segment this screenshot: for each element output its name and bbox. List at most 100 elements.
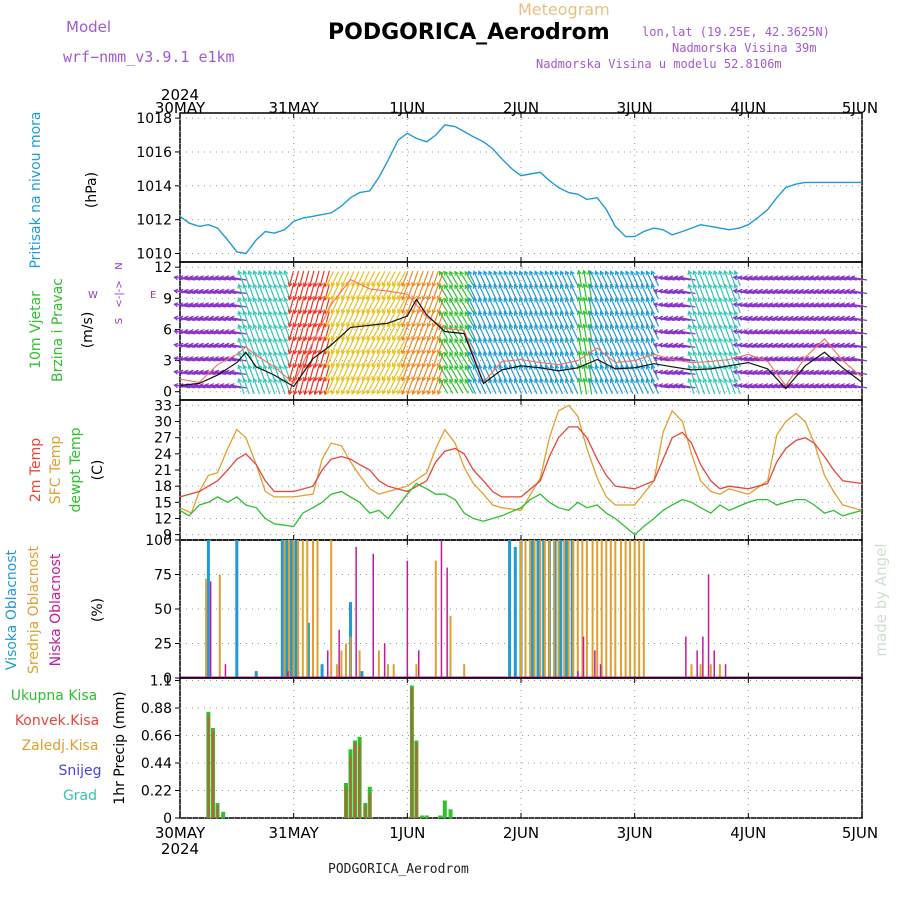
- wind-arrow: [718, 297, 726, 314]
- wind-arrow-head: [518, 351, 524, 357]
- wind-arrow: [248, 365, 255, 381]
- wind-arrow: [238, 297, 245, 314]
- wind-arrow-head: [335, 308, 341, 314]
- wind-arrow-head: [713, 323, 718, 330]
- wind-arrow: [640, 338, 649, 354]
- wind-arrow: [468, 352, 477, 368]
- wind-arrow-head: [625, 324, 630, 330]
- wind-arrow: [346, 284, 355, 300]
- wind-arrow-head: [392, 335, 397, 341]
- wind-arrow-head: [673, 275, 679, 281]
- wind-arrow: [483, 325, 492, 341]
- wind-arrow: [724, 284, 731, 300]
- wind-arrow: [243, 324, 250, 341]
- wind-arrow-head: [313, 282, 319, 288]
- wind-arrow-head: [203, 383, 210, 389]
- wind-arrow: [708, 378, 716, 395]
- wind-arrow: [432, 324, 440, 341]
- wind-arrow-head: [503, 270, 509, 276]
- wind-arrow: [630, 325, 639, 341]
- wind-arrow: [729, 378, 736, 395]
- wind-arrow: [693, 270, 700, 287]
- wind-arrow: [449, 311, 459, 327]
- wind-arrow: [544, 379, 553, 395]
- cloud-bar-high: [320, 664, 324, 678]
- wind-arrow-head: [559, 337, 565, 343]
- wind-arrow: [284, 297, 291, 314]
- wind-arrow-head: [242, 310, 248, 316]
- wind-arrow: [406, 338, 414, 354]
- wind-arrow-head: [459, 365, 464, 371]
- wind-arrow-block-1: [237, 269, 291, 395]
- wind-arrow-head: [798, 356, 805, 362]
- wind-arrow: [498, 271, 507, 287]
- wind-arrow-head: [411, 376, 417, 382]
- wind-arrow: [288, 324, 295, 341]
- wind-arrow-head: [594, 310, 600, 316]
- wind-arrow-head: [325, 349, 331, 355]
- wind-arrow: [381, 271, 391, 286]
- wind-arrow-block-11: [687, 269, 741, 395]
- wind-arrow: [279, 270, 286, 287]
- wind-arrow: [319, 378, 325, 395]
- wind-arrow-head: [478, 324, 483, 330]
- wind-arrow-block-2: [287, 270, 330, 396]
- wind-arrow-head: [692, 350, 698, 357]
- wind-arrow: [718, 270, 726, 287]
- wind-arrow-head: [268, 269, 273, 276]
- wind-arrow: [258, 324, 266, 341]
- wind-arrow-head: [645, 310, 651, 316]
- wind-arrow-head: [778, 369, 784, 375]
- wind-arrow: [268, 378, 276, 395]
- wind-arrow: [341, 284, 350, 300]
- panel-2-ytick-label: 3: [163, 354, 172, 370]
- wind-arrow: [314, 297, 320, 314]
- wind-arrow-head: [620, 297, 625, 303]
- wind-arrow-head: [421, 335, 427, 342]
- cloud-bar-mid: [335, 664, 338, 678]
- wind-arrow: [225, 344, 242, 348]
- wind-arrow: [498, 352, 507, 368]
- wind-arrow: [724, 270, 731, 287]
- wind-arrow-head: [229, 329, 235, 335]
- wind-arrow-head: [758, 288, 764, 294]
- wind-arrow-head: [303, 282, 308, 288]
- wind-arrow-head: [283, 337, 289, 343]
- wind-arrow: [589, 284, 598, 300]
- wind-arrow-head: [663, 288, 669, 294]
- wind-arrow: [605, 298, 614, 314]
- wind-arrow-block-7: [467, 270, 579, 395]
- wind-arrow: [314, 311, 320, 327]
- wind-arrow: [387, 379, 396, 394]
- wind-arrow: [401, 270, 409, 287]
- wind-arrow-head: [436, 335, 442, 342]
- wind-arrow: [718, 311, 726, 327]
- wind-arrow: [401, 351, 409, 368]
- wind-arrow-head: [252, 270, 258, 276]
- wind-arrow-head: [449, 378, 454, 384]
- wind-arrow: [397, 365, 406, 381]
- temp-unit-label: (C): [90, 460, 106, 481]
- wind-arrow: [314, 365, 320, 381]
- time-label-bottom: 2JUN: [503, 824, 539, 842]
- wind-arrow-head: [763, 302, 769, 308]
- wind-arrow-head: [411, 389, 417, 396]
- cloud-bar-high: [513, 546, 517, 678]
- wind-arrow-head: [783, 329, 789, 335]
- pressure-axis-label: Pritisak na nivou mora: [28, 111, 44, 268]
- wind-arrow-head: [599, 310, 605, 316]
- wind-arrow-head: [630, 324, 635, 330]
- wind-arrow: [309, 311, 315, 327]
- wind-arrow-head: [356, 376, 362, 382]
- wind-arrow: [646, 284, 654, 300]
- wind-arrow: [258, 378, 266, 395]
- cloud-bar-high: [306, 622, 310, 678]
- wind-arrow-head: [439, 351, 444, 357]
- wind-arrow: [417, 351, 424, 368]
- wind-arrow-head: [798, 288, 805, 294]
- compass-north: N: [114, 262, 125, 269]
- wind-arrow-head: [224, 342, 230, 348]
- credit-watermark: made by Angel: [872, 543, 890, 656]
- dewpt-temp-line: [179, 482, 863, 536]
- wind-arrow-head: [498, 297, 504, 303]
